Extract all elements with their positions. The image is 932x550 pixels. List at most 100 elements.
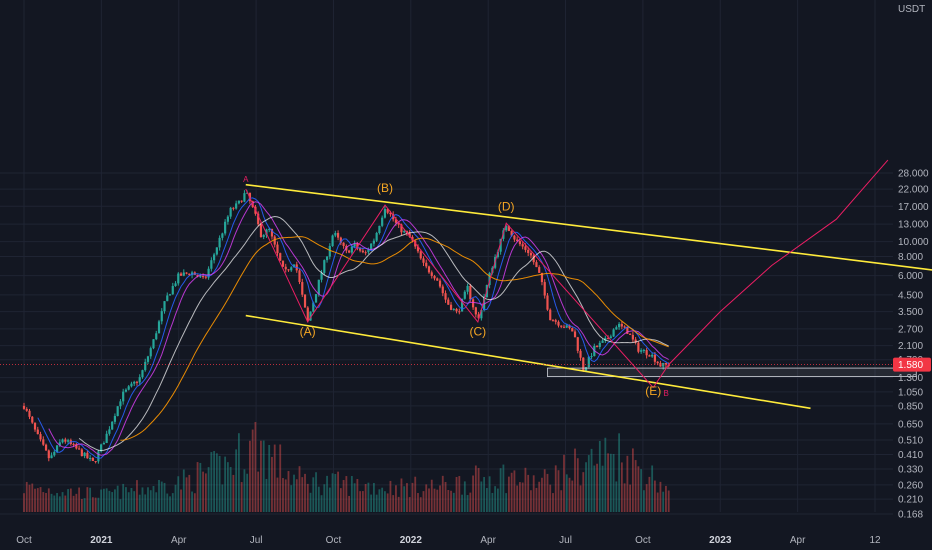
candle-body xyxy=(259,224,263,238)
price-tick-label: 0.168 xyxy=(898,510,923,521)
volume-bar xyxy=(243,469,246,512)
candle-body xyxy=(166,295,169,302)
time-tick-label: 2022 xyxy=(400,535,423,546)
volume-bar xyxy=(477,468,480,512)
wave-label-a: (A) xyxy=(300,324,316,338)
support-zone xyxy=(547,367,917,377)
candle-body xyxy=(480,310,483,319)
candle-body xyxy=(656,361,659,364)
candle-body xyxy=(516,239,519,242)
price-tick-label: 0.510 xyxy=(898,435,923,446)
candle-body xyxy=(634,339,637,343)
volume-bar xyxy=(50,493,53,512)
time-tick-label: Apr xyxy=(480,535,496,546)
candle-body xyxy=(546,295,549,310)
candle-body xyxy=(557,321,560,326)
volume-bar xyxy=(42,492,45,512)
volume-bar xyxy=(532,475,535,512)
candle-body xyxy=(113,416,117,422)
volume-bar xyxy=(590,448,593,512)
candle-body xyxy=(265,229,268,235)
volume-bar xyxy=(342,480,345,512)
volume-bar xyxy=(152,486,155,512)
candle-body xyxy=(615,327,618,330)
volume-bar xyxy=(116,485,119,512)
candle-body xyxy=(452,308,455,310)
candle-body xyxy=(496,251,499,258)
volume-bar xyxy=(191,491,193,512)
candle-body xyxy=(612,329,615,337)
volume-bar xyxy=(204,473,207,512)
candle-body xyxy=(372,240,375,244)
candle-body xyxy=(47,450,50,459)
candle-body xyxy=(226,216,229,222)
candle-body xyxy=(257,213,260,225)
volume-bar xyxy=(651,465,654,512)
candle-body xyxy=(565,325,568,328)
volume-bar xyxy=(530,490,532,512)
candle-body xyxy=(535,262,538,268)
volume-bar xyxy=(320,495,323,512)
time-axis[interactable]: Oct 2021 Apr Jul Oct 2022 Apr Jul Oct 2023 Apr 12 xyxy=(16,535,881,546)
volume-bar xyxy=(215,453,218,512)
volume-bar xyxy=(226,462,229,512)
volume-bar xyxy=(210,452,213,512)
candle-body xyxy=(135,381,139,383)
volume-bar xyxy=(436,489,439,512)
volume-bar xyxy=(133,491,136,512)
volume-bar xyxy=(345,476,348,512)
candle-body xyxy=(538,267,541,273)
candle-body xyxy=(394,219,398,223)
volume-bar xyxy=(463,481,466,512)
volume-bar xyxy=(563,454,565,512)
volume-bar xyxy=(290,485,293,512)
volume-bar xyxy=(361,491,364,512)
volume-bar xyxy=(246,473,249,512)
volume-bar xyxy=(447,489,450,512)
volume-bar xyxy=(389,480,392,512)
candle-body xyxy=(626,326,629,334)
volume-bar xyxy=(34,488,36,512)
candle-body xyxy=(207,268,210,278)
channel-lines xyxy=(245,183,932,410)
candle-body xyxy=(518,241,522,245)
candle-body xyxy=(232,207,235,209)
candle-body xyxy=(640,350,643,352)
price-tick-label: 2.100 xyxy=(898,341,923,352)
volume-bar xyxy=(100,489,103,512)
time-tick-label: 2021 xyxy=(90,535,113,546)
volume-bar xyxy=(488,476,491,512)
volume-bar xyxy=(411,482,414,512)
volume-bar xyxy=(474,465,477,512)
volume-bar xyxy=(273,444,276,512)
candle-body xyxy=(587,356,590,368)
candle-body xyxy=(463,291,466,299)
candle-body xyxy=(460,298,464,312)
volume-bar xyxy=(546,473,549,512)
volume-bar xyxy=(199,462,202,512)
candle-body xyxy=(648,355,651,357)
candle-body xyxy=(28,410,31,417)
volume-bar xyxy=(163,482,166,512)
volume-bar xyxy=(491,492,494,512)
price-tick-label: 17.000 xyxy=(898,202,929,213)
volume-bar xyxy=(75,493,78,512)
candle-body xyxy=(22,405,26,409)
volume-bar xyxy=(328,487,331,512)
wave-label-c: (C) xyxy=(470,324,487,338)
candle-body xyxy=(171,286,174,295)
volume-bar xyxy=(557,470,560,512)
candle-body xyxy=(33,422,37,430)
candle-body xyxy=(370,243,373,250)
candle-body xyxy=(224,221,227,234)
volume-bar xyxy=(422,491,425,512)
volume-bar xyxy=(337,471,339,512)
candle-body xyxy=(290,267,293,271)
candle-body xyxy=(350,246,353,253)
candle-body xyxy=(31,416,34,423)
volume-bar xyxy=(89,487,92,512)
volume-bar xyxy=(384,491,386,512)
price-tick-label: 6.000 xyxy=(898,271,923,282)
